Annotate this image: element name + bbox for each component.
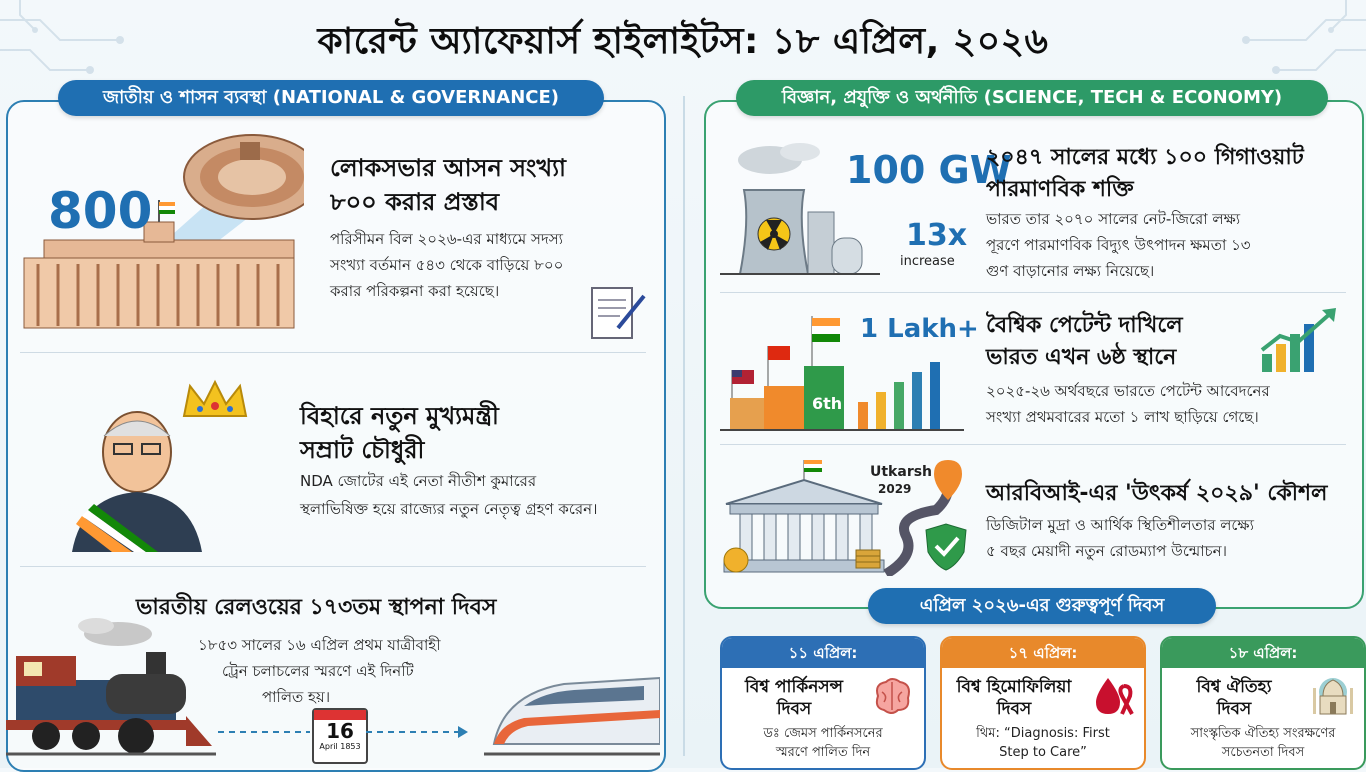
calendar-day: 16 xyxy=(326,719,354,743)
lok-sabha-desc-1: পরিসীমন বিল ২০২৬-এর মাধ্যমে সদস্য xyxy=(330,230,564,248)
date-card-parkinsons-title-2: দিবস xyxy=(776,699,812,719)
seat-count-badge: 800 xyxy=(48,182,153,240)
increase-label: increase xyxy=(900,254,955,269)
rbi-desc-1: ডিজিটাল মুদ্রা ও আর্থিক স্থিতিশীলতার লক্… xyxy=(986,516,1254,534)
date-card-parkinsons-title-1: বিশ্ব পার্কিনসন্স xyxy=(745,677,843,697)
date-card-parkinsons-desc-1: ডঃ জেমস পার্কিনসনের xyxy=(763,726,883,741)
blood-drop-icon xyxy=(1096,678,1134,715)
right-divider-2 xyxy=(720,444,1346,445)
date-card-hemophilia-title-2: দিবস xyxy=(996,699,1032,719)
date-card-hemophilia-title: বিশ্ব হিমোফিলিয়া দিবস xyxy=(950,676,1078,720)
date-card-hemophilia-date: ১৭ এপ্রিল: xyxy=(942,638,1144,668)
patent-podium-icon xyxy=(720,316,964,431)
circuit-decoration-left xyxy=(0,0,124,74)
nuclear-desc-2: পূরণে পারমাণবিক বিদ্যুৎ উৎপাদন ক্ষমতা ১৩ xyxy=(986,236,1251,254)
heritage-monument-icon xyxy=(1313,678,1353,715)
lok-sabha-title-1: লোকসভার আসন সংখ্যা xyxy=(330,154,567,182)
utkarsh-sign-line2: 2029 xyxy=(878,482,912,496)
circuit-decoration-right xyxy=(1242,0,1366,74)
bihar-desc-1: NDA জোটের এই নেতা নীতীশ কুমারের xyxy=(300,472,537,490)
nuclear-desc-1: ভারত তার ২০৭০ সালের নেট-জিরো লক্ষ্য xyxy=(986,210,1241,228)
brain-icon xyxy=(875,678,910,714)
patent-title-2: ভারত এখন ৬ষ্ঠ স্থানে xyxy=(986,345,1177,370)
timeline-arrow xyxy=(218,726,468,738)
patent-desc-1: ২০২৫-২৬ অর্থবছরে ভারতে পেটেন্ট আবেদনের xyxy=(986,382,1270,400)
lok-sabha-desc-3: করার পরিকল্পনা করা হয়েছে। xyxy=(330,282,500,300)
growth-chart-icon xyxy=(1260,308,1336,372)
date-card-parkinsons-date: ১১ এপ্রিল: xyxy=(722,638,924,668)
nuclear-title-1: ২০৪৭ সালের মধ্যে ১০০ গিগাওয়াট xyxy=(986,145,1304,170)
right-divider-1 xyxy=(720,292,1346,293)
railway-desc-1: ১৮৫৩ সালের ১৬ এপ্রিল প্রথম যাত্রীবাহী xyxy=(198,636,441,654)
nuclear-desc-3: গুণ বাড়ানোর লক্ষ্য নিয়েছে। xyxy=(986,262,1155,280)
gigawatt-badge: 100 GW xyxy=(846,148,1012,192)
date-card-heritage-desc-2: সচেতনতা দিবস xyxy=(1221,745,1305,760)
date-card-hemophilia-desc: থিম: “Diagnosis: First Step to Care” xyxy=(948,724,1138,762)
date-card-hemophilia: ১৭ এপ্রিল: বিশ্ব হিমোফিলিয়া দিবস থিম: “… xyxy=(940,636,1146,770)
date-card-heritage-date: ১৮ এপ্রিল: xyxy=(1162,638,1364,668)
railway-desc-3: পালিত হয়। xyxy=(262,688,331,706)
high-speed-train-icon xyxy=(484,676,660,756)
document-pen-icon xyxy=(591,287,646,339)
calendar-subtitle: April 1853 xyxy=(319,742,361,751)
parliament-icon xyxy=(23,134,321,329)
nuclear-plant-icon xyxy=(720,143,880,275)
date-card-heritage: ১৮ এপ্রিল: বিশ্ব ঐতিহ্য দিবস সাংস্কৃতিক … xyxy=(1160,636,1366,770)
steam-locomotive-icon xyxy=(6,618,216,756)
date-card-heritage-title-2: দিবস xyxy=(1216,699,1252,719)
railway-title: ভারতীয় রেলওয়ের ১৭৩তম স্থাপনা দিবস xyxy=(136,595,497,620)
bihar-title-2: সম্রাট চৌধুরী xyxy=(300,436,425,464)
date-card-heritage-desc-1: সাংস্কৃতিক ঐতিহ্য সংরক্ষণের xyxy=(1190,726,1336,741)
bihar-desc-2: স্থলাভিষিক্ত হয়ে রাজ্যের নতুন নেতৃত্ব গ… xyxy=(300,500,598,518)
chief-minister-portrait xyxy=(72,411,202,552)
date-card-heritage-title: বিশ্ব ঐতিহ্য দিবস xyxy=(1170,676,1298,720)
center-divider xyxy=(683,96,685,756)
date-card-hemophilia-desc-2: Step to Care” xyxy=(999,745,1087,760)
increase-multiplier: 13x xyxy=(906,218,968,253)
patent-title-1: বৈশ্বিক পেটেন্ট দাখিলে xyxy=(986,313,1183,338)
utkarsh-sign-line1: Utkarsh xyxy=(870,464,933,480)
patent-count-badge: 1 Lakh+ xyxy=(860,314,979,344)
important-days-header: এপ্রিল ২০২৬-এর গুরুত্বপূর্ণ দিবস xyxy=(868,588,1216,624)
left-divider-2 xyxy=(20,566,646,567)
rbi-building-icon xyxy=(723,460,967,576)
date-card-parkinsons-desc-2: স্মরণে পালিত দিন xyxy=(775,745,871,760)
science-section-header: বিজ্ঞান, প্রযুক্তি ও অর্থনীতি (SCIENCE, … xyxy=(736,80,1328,116)
railway-calendar: 16 April 1853 xyxy=(312,708,368,764)
date-card-heritage-desc: সাংস্কৃতিক ঐতিহ্য সংরক্ষণের সচেতনতা দিবস xyxy=(1168,724,1358,762)
date-card-parkinsons-title: বিশ্ব পার্কিনসন্স দিবস xyxy=(730,676,858,720)
parliament-illustration xyxy=(14,122,321,337)
lok-sabha-desc-2: সংখ্যা বর্তমান ৫৪৩ থেকে বাড়িয়ে ৮০০ xyxy=(330,256,564,274)
nuclear-title-2: পারমাণবিক শক্তি xyxy=(986,177,1134,202)
calendar-top-bar xyxy=(314,710,366,720)
date-card-parkinsons: ১১ এপ্রিল: বিশ্ব পার্কিনসন্স দিবস ডঃ জেম… xyxy=(720,636,926,770)
national-section-header: জাতীয় ও শাসন ব্যবস্থা (NATIONAL & GOVER… xyxy=(58,80,604,116)
rbi-title: আরবিআই-এর 'উৎকর্ষ ২০২৯' কৌশল xyxy=(986,481,1328,506)
crown-icon xyxy=(182,379,248,417)
date-card-heritage-title-1: বিশ্ব ঐতিহ্য xyxy=(1196,677,1272,697)
rank-badge: 6th xyxy=(812,394,843,413)
patent-desc-2: সংখ্যা প্রথমবারের মতো ১ লাখ ছাড়িয়ে গেছ… xyxy=(986,408,1259,426)
date-card-hemophilia-title-1: বিশ্ব হিমোফিলিয়া xyxy=(956,677,1072,697)
left-divider-1 xyxy=(20,352,646,353)
railway-desc-2: ট্রেন চলাচলের স্মরণে এই দিনটি xyxy=(222,662,414,680)
date-card-parkinsons-desc: ডঃ জেমস পার্কিনসনের স্মরণে পালিত দিন xyxy=(728,724,918,762)
rbi-desc-2: ৫ বছর মেয়াদী নতুন রোডম্যাপ উন্মোচন। xyxy=(986,542,1227,560)
date-card-hemophilia-desc-1: থিম: “Diagnosis: First xyxy=(976,726,1110,741)
lok-sabha-title-2: ৮০০ করার প্রস্তাব xyxy=(330,188,500,216)
bihar-title-1: বিহারে নতুন মুখ্যমন্ত্রী xyxy=(300,402,499,430)
page-title: কারেন্ট অ্যাফেয়ার্স হাইলাইটস: ১৮ এপ্রিল… xyxy=(317,21,1049,62)
